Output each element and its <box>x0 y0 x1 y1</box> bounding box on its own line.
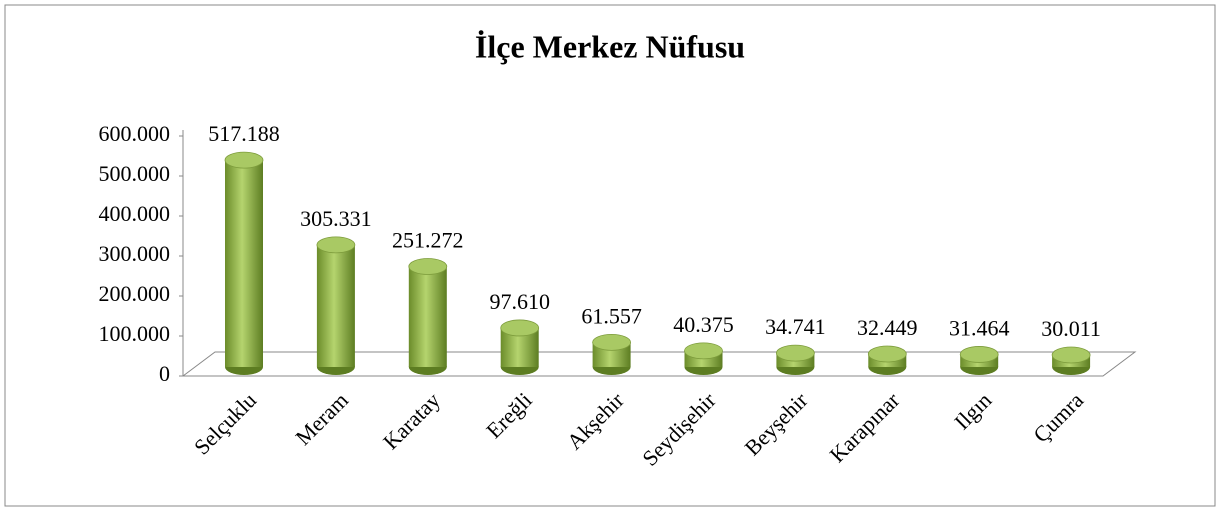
y-tick-label: 200.000 <box>99 281 171 306</box>
bar-top <box>592 333 631 351</box>
value-label: 30.011 <box>1041 316 1101 341</box>
bar-top <box>684 342 723 360</box>
value-label: 517.188 <box>208 121 280 146</box>
bar <box>316 244 355 367</box>
value-label: 31.464 <box>949 315 1010 340</box>
bar-top <box>1051 346 1091 364</box>
bar-top <box>500 319 540 337</box>
chart-title: İlçe Merkez Nüfusu <box>475 28 745 64</box>
floor <box>181 351 1137 377</box>
bar-top <box>867 345 907 363</box>
value-label: 40.375 <box>673 312 734 337</box>
bar <box>225 160 263 367</box>
chart-border <box>4 4 1216 507</box>
value-label: 32.449 <box>857 315 918 340</box>
bar <box>408 266 447 367</box>
value-label: 97.610 <box>489 289 550 314</box>
bar-top <box>776 344 815 362</box>
value-label: 305.331 <box>300 206 372 231</box>
value-label: 61.557 <box>581 303 642 328</box>
value-label: 251.272 <box>392 228 464 253</box>
y-tick-label: 400.000 <box>99 201 171 226</box>
y-tick-label: 0 <box>159 361 170 386</box>
value-label: 34.741 <box>765 314 826 339</box>
bar-top <box>408 258 448 275</box>
y-tick-label: 100.000 <box>99 321 171 346</box>
bar-top <box>316 236 356 254</box>
y-tick-label: 500.000 <box>99 161 171 186</box>
y-tick-label: 300.000 <box>99 241 171 266</box>
bar-top <box>224 151 264 169</box>
y-tick-label: 600.000 <box>99 121 171 146</box>
bar-top <box>959 346 999 363</box>
